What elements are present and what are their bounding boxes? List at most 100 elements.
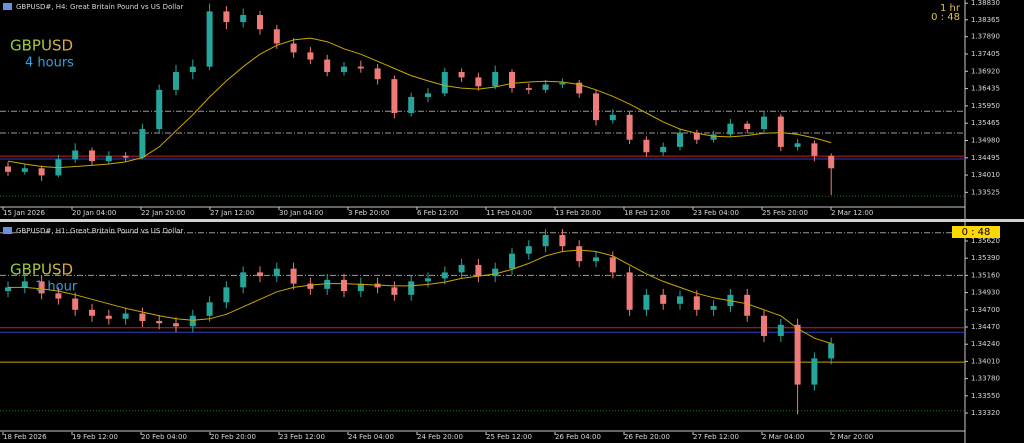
x-tick-label: 23 Feb 04:00 [693, 209, 739, 217]
candle-body [828, 155, 835, 169]
chart-title: GBPUSD#, H4: Great Britain Pound vs US D… [16, 3, 183, 11]
y-tick-label: 1.34930 [971, 289, 1000, 297]
candle-body [777, 116, 784, 147]
y-tick-label: 1.33525 [971, 188, 1000, 196]
y-tick-label: 1.34010 [971, 171, 1000, 179]
y-tick-label: 1.35160 [971, 271, 1000, 279]
candle-body [307, 283, 314, 289]
candle-body [173, 72, 179, 90]
candle-body [257, 272, 263, 277]
candle-body [408, 281, 415, 295]
candle-body [828, 343, 835, 359]
candle-body [38, 168, 45, 176]
candle-body [223, 287, 230, 303]
candle-body [542, 84, 549, 90]
candle-body [290, 43, 297, 53]
candle-body [710, 306, 717, 310]
candle-body [441, 272, 448, 279]
x-tick-label: 27 Feb 12:00 [693, 433, 739, 441]
candle-body [408, 96, 415, 114]
panel-separator [0, 219, 1024, 222]
candle-body [374, 68, 381, 80]
candle-body [324, 59, 331, 73]
moving-average [8, 249, 832, 344]
candle-body [761, 116, 767, 130]
candle-body [626, 272, 633, 310]
x-tick-label: 20 Jan 04:00 [72, 209, 116, 217]
candle-body [593, 93, 599, 121]
candle-body [206, 302, 213, 316]
candle-body [173, 323, 179, 327]
candle-body [391, 79, 398, 114]
candle-body [72, 298, 79, 310]
candle-body [139, 129, 146, 158]
candle-body [559, 234, 566, 247]
candle-body [5, 166, 11, 172]
candle-body [509, 253, 515, 269]
candle-body [357, 66, 364, 69]
candle-body [89, 309, 95, 316]
candle-body [525, 246, 532, 254]
candle-body [324, 279, 331, 289]
candle-body [206, 11, 213, 67]
candle-body [744, 294, 751, 316]
candle-body [307, 52, 314, 60]
candle-body [475, 264, 482, 277]
charts: 1.38830 1.38365 1.37890 1.37405 1.36920 1.364… [0, 0, 1000, 441]
candle-body [273, 29, 280, 44]
candle-body [492, 268, 499, 277]
y-tick-label: 1.36435 [971, 85, 1000, 93]
candle-body [475, 77, 482, 87]
x-tick-label: 18 Feb 12:00 [624, 209, 670, 217]
candle-body [341, 66, 347, 73]
candle-body [609, 114, 616, 121]
x-tick-label: 11 Feb 04:00 [486, 209, 532, 217]
y-tick-label: 1.38365 [971, 16, 1000, 24]
candle-body [290, 268, 297, 284]
candle-body [21, 281, 28, 288]
candle-body [223, 11, 230, 23]
x-tick-label: 2 Mar 20:00 [831, 433, 873, 441]
x-tick-label: 3 Feb 20:00 [348, 209, 389, 217]
moving-average [7, 37, 832, 169]
candle-body [122, 313, 129, 319]
period-badge: 1 hr [940, 3, 961, 14]
candle-body [710, 134, 717, 140]
candle-body [542, 234, 549, 247]
x-tick-label: 27 Jan 12:00 [210, 209, 254, 217]
candle-body [660, 146, 667, 153]
candle-body [391, 287, 398, 295]
candle-body [89, 150, 95, 162]
x-tick-label: 6 Feb 12:00 [417, 209, 458, 217]
candle-body [105, 315, 112, 319]
x-tick-label: 15 Jan 2026 [3, 209, 46, 217]
candle-body [693, 296, 700, 310]
candle-body [794, 143, 801, 147]
candle-body [139, 313, 146, 322]
candle-body [609, 257, 616, 273]
symbol-label: GBPUSD [10, 261, 73, 279]
candle-body [156, 89, 163, 130]
candle-body [105, 155, 112, 162]
candle-body [425, 93, 431, 97]
y-tick-label: 1.35390 [971, 254, 1000, 262]
candle-body [811, 143, 818, 156]
candle-body [72, 150, 79, 160]
symbol-icon [3, 3, 12, 10]
x-tick-label: 25 Feb 20:00 [762, 209, 808, 217]
candle-body [576, 82, 583, 94]
x-tick-label: 18 Feb 2026 [3, 433, 47, 441]
y-tick-label: 1.35620 [971, 237, 1000, 245]
candle-body [341, 279, 347, 292]
candle-body [693, 132, 700, 140]
x-tick-label: 13 Feb 20:00 [555, 209, 601, 217]
candle-body [189, 315, 196, 327]
candle-body [357, 283, 364, 292]
candle-body [643, 139, 650, 153]
x-tick-label: 22 Jan 20:00 [141, 209, 185, 217]
x-tick-label: 24 Feb 20:00 [417, 433, 463, 441]
x-tick-label: 20 Feb 04:00 [141, 433, 187, 441]
y-tick-label: 1.34470 [971, 323, 1000, 331]
